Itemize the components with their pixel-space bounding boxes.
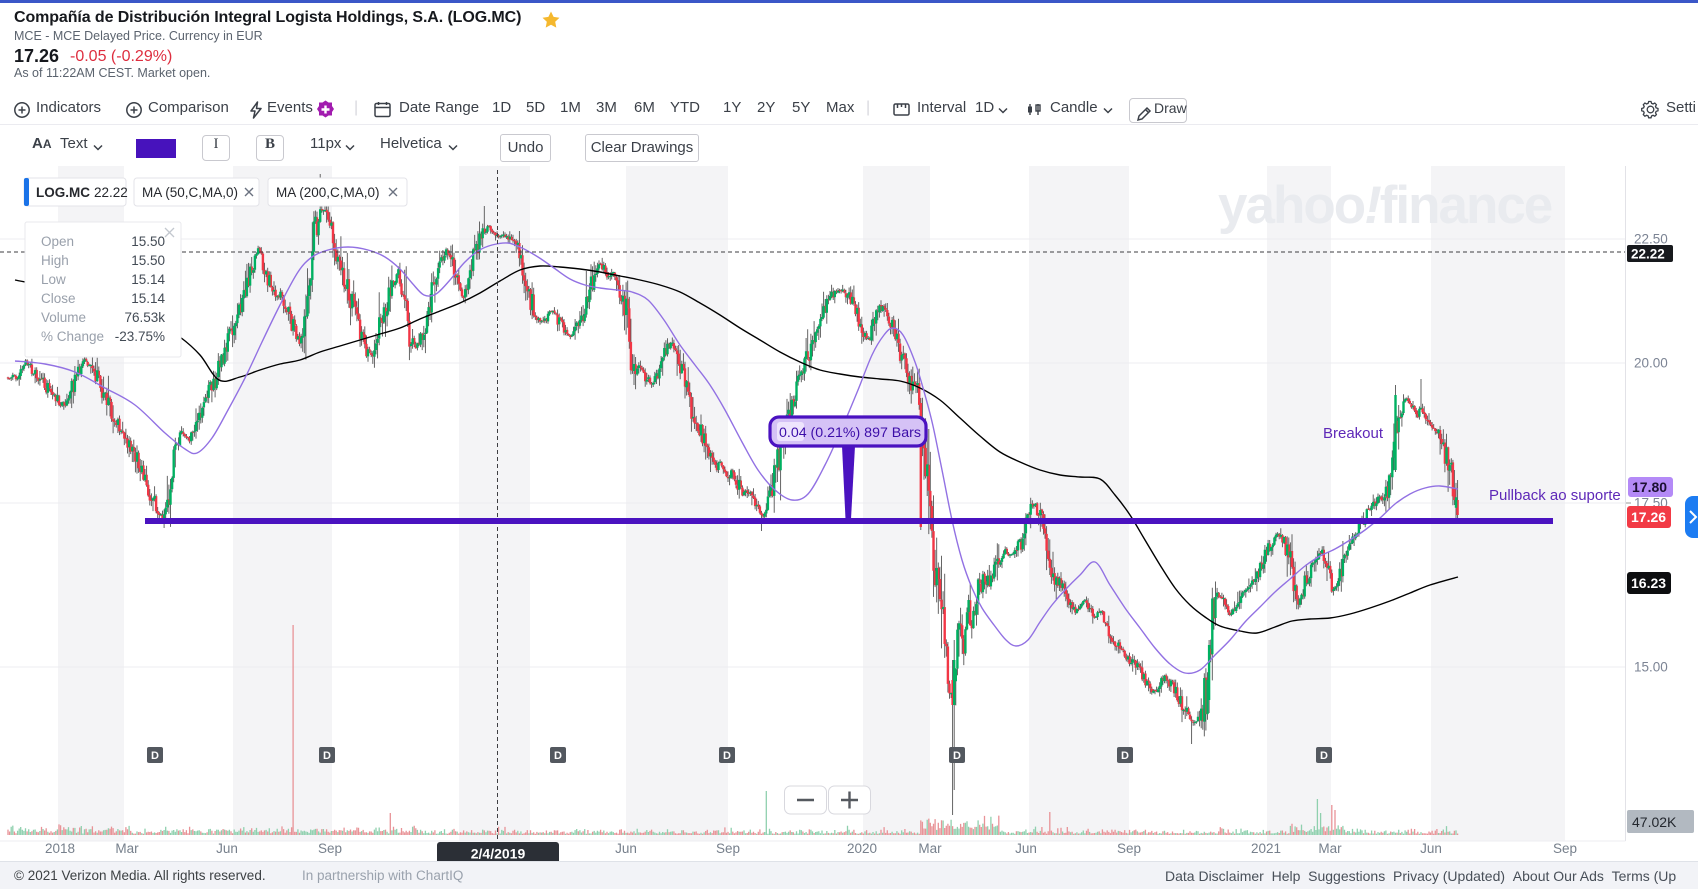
- svg-text:Jun: Jun: [1420, 841, 1442, 856]
- svg-text:15.00: 15.00: [1634, 660, 1668, 675]
- svg-text:MA (200,C,MA,0): MA (200,C,MA,0): [276, 185, 380, 200]
- svg-text:17.26: 17.26: [1631, 509, 1666, 525]
- svg-text:Mar: Mar: [918, 841, 942, 856]
- svg-text:Open: Open: [41, 234, 74, 249]
- svg-text:yahoo!finance: yahoo!finance: [1218, 176, 1552, 235]
- svg-text:Volume: Volume: [41, 310, 86, 325]
- svg-text:15.14: 15.14: [131, 291, 165, 306]
- svg-text:Breakout: Breakout: [1323, 425, 1384, 442]
- svg-text:D: D: [151, 750, 159, 762]
- svg-text:High: High: [41, 253, 69, 268]
- svg-text:D: D: [554, 750, 562, 762]
- svg-text:2018: 2018: [45, 841, 75, 856]
- svg-text:MA (50,C,MA,0): MA (50,C,MA,0): [142, 185, 238, 200]
- svg-text:0.04 (0.21%) 897 Bars: 0.04 (0.21%) 897 Bars: [779, 425, 921, 441]
- svg-text:15.50: 15.50: [131, 253, 165, 268]
- svg-text:Sep: Sep: [1117, 841, 1141, 856]
- svg-text:47.02K: 47.02K: [1632, 814, 1677, 830]
- svg-text:20.00: 20.00: [1634, 356, 1668, 371]
- svg-text:Jun: Jun: [1015, 841, 1037, 856]
- svg-text:16.23: 16.23: [1631, 575, 1666, 591]
- svg-text:Jun: Jun: [216, 841, 238, 856]
- svg-text:Close: Close: [41, 291, 76, 306]
- svg-text:Mar: Mar: [1318, 841, 1342, 856]
- svg-text:Sep: Sep: [318, 841, 342, 856]
- svg-text:15.14: 15.14: [131, 272, 165, 287]
- svg-text:D: D: [723, 750, 731, 762]
- svg-text:D: D: [1121, 750, 1129, 762]
- svg-text:D: D: [323, 750, 331, 762]
- svg-text:-23.75%: -23.75%: [115, 329, 165, 344]
- svg-text:15.50: 15.50: [131, 234, 165, 249]
- svg-text:2020: 2020: [847, 841, 877, 856]
- svg-text:Jun: Jun: [615, 841, 637, 856]
- svg-text:Sep: Sep: [1553, 841, 1577, 856]
- svg-text:17.80: 17.80: [1632, 479, 1667, 495]
- svg-text:Mar: Mar: [115, 841, 139, 856]
- svg-text:22.22: 22.22: [1631, 247, 1665, 262]
- svg-text:22.50: 22.50: [1634, 232, 1668, 247]
- svg-text:Low: Low: [41, 272, 66, 287]
- svg-text:76.53k: 76.53k: [124, 310, 165, 325]
- svg-text:Pullback ao suporte: Pullback ao suporte: [1489, 487, 1621, 504]
- svg-text:22.22: 22.22: [94, 185, 128, 200]
- svg-text:Sep: Sep: [716, 841, 740, 856]
- svg-text:2/4/2019: 2/4/2019: [471, 846, 526, 862]
- svg-text:D: D: [1320, 750, 1328, 762]
- svg-text:LOG.MC: LOG.MC: [36, 185, 90, 200]
- svg-text:% Change: % Change: [41, 329, 104, 344]
- svg-text:D: D: [953, 750, 961, 762]
- svg-text:2021: 2021: [1251, 841, 1281, 856]
